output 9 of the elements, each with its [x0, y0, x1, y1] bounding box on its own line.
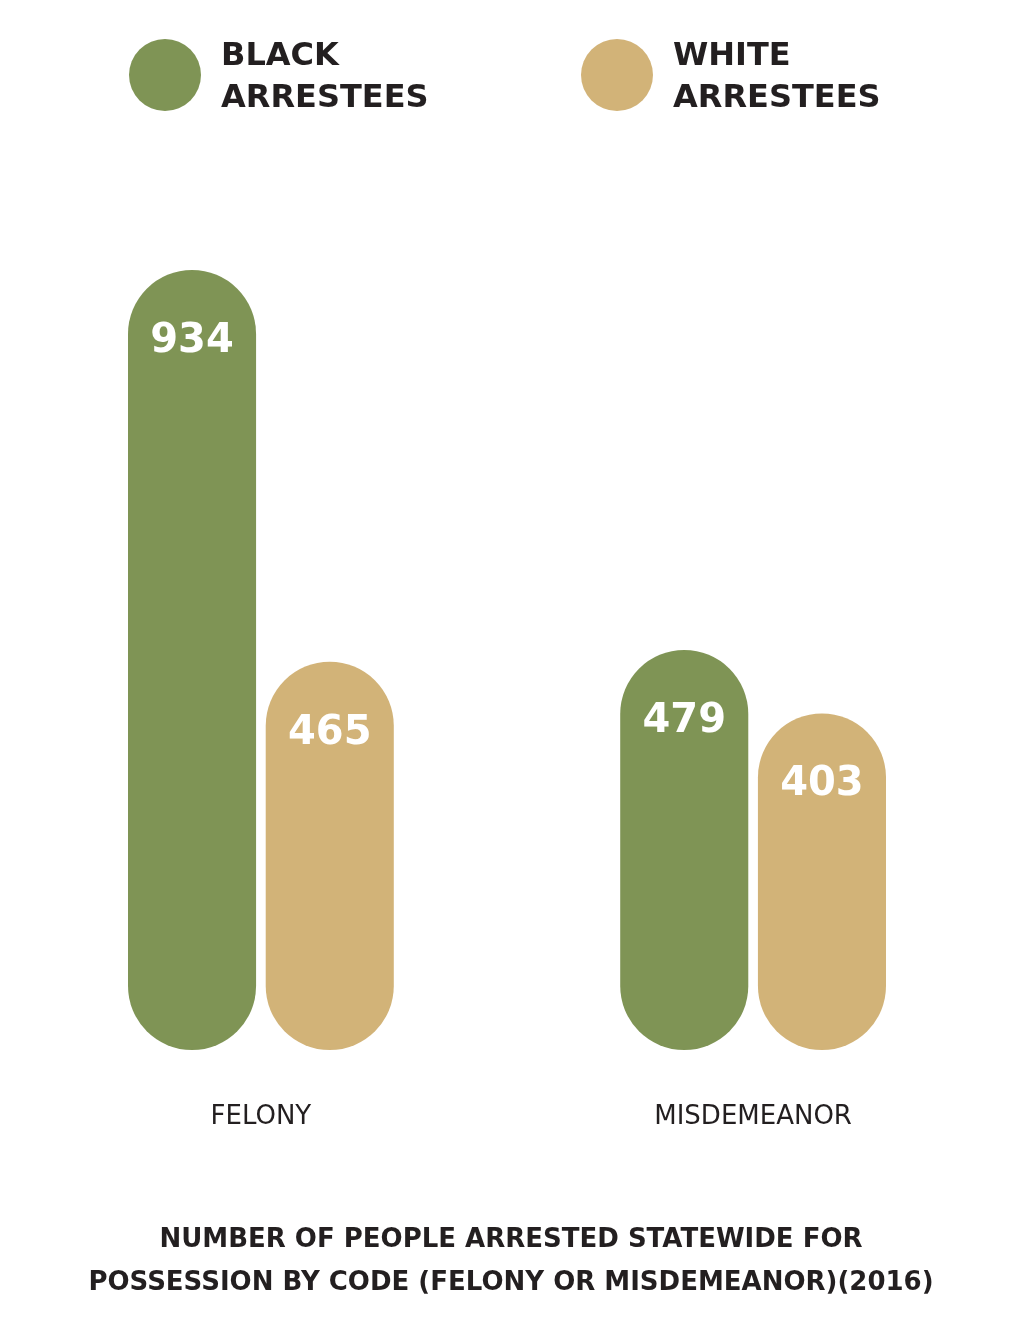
x-tick-label: MISDEMEANOR [654, 1100, 852, 1130]
legend-label: BLACK ARRESTEES [221, 35, 429, 115]
text: NUMBER OF PEOPLE ARRESTED STATEWIDE FOR POSSESSION BY CODE (FELONY OR MISDEMEANOR)(2016) [88, 1223, 934, 1296]
x-tick-label: FELONY [210, 1100, 312, 1130]
data-label: 465 [288, 706, 372, 753]
data-label: 479 [642, 694, 726, 741]
data-label: 403 [780, 758, 864, 805]
legend-label: WHITE ARRESTEES [673, 35, 881, 115]
data-label: 934 [150, 315, 234, 361]
